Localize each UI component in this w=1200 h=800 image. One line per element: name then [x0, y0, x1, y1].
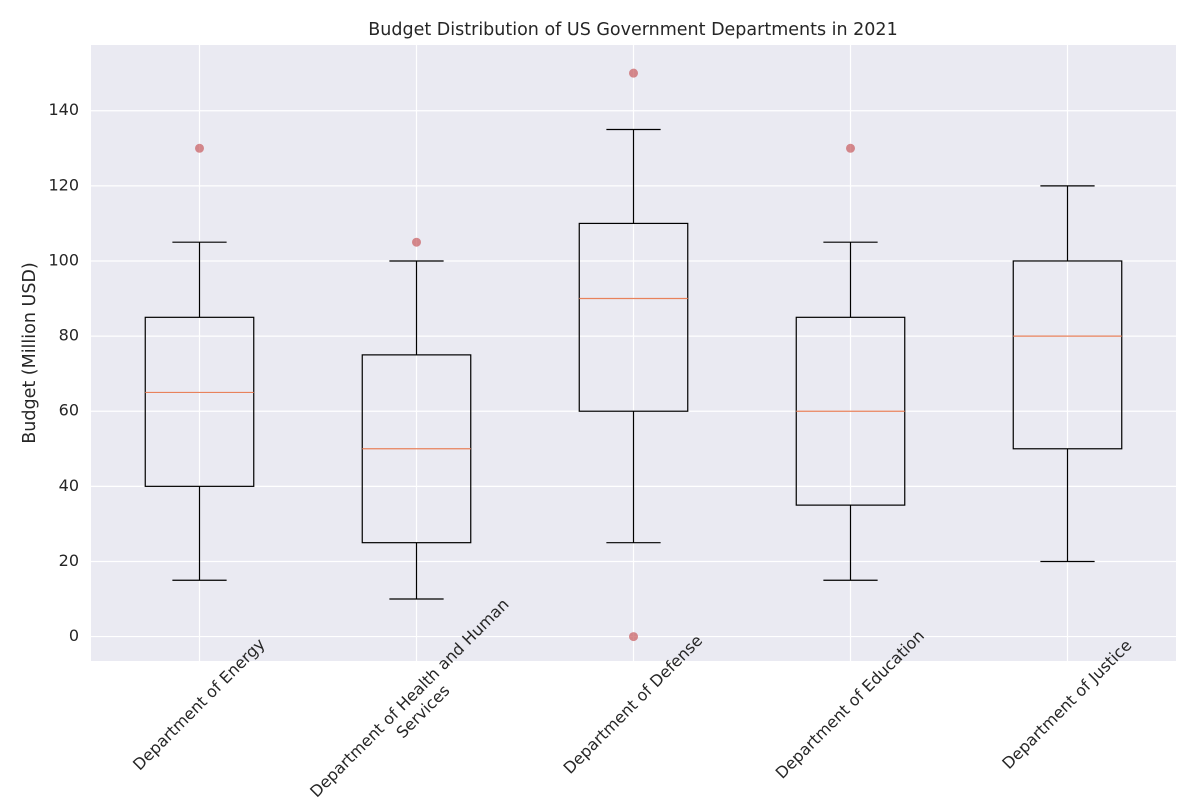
y-tick-label: 120: [48, 175, 79, 194]
box: [1012, 260, 1123, 450]
y-tick-label: 100: [48, 250, 79, 269]
y-tick-label: 80: [59, 326, 79, 345]
y-tick-label: 40: [59, 476, 79, 495]
y-tick-label: 20: [59, 551, 79, 570]
box: [144, 316, 255, 487]
outlier: [629, 632, 638, 642]
outlier: [195, 143, 204, 153]
chart-title: Budget Distribution of US Government Dep…: [368, 20, 897, 40]
outlier: [846, 143, 855, 153]
y-tick-label: 140: [48, 100, 79, 119]
y-tick-label: 0: [69, 626, 79, 645]
outlier: [629, 68, 638, 78]
y-tick-label: 60: [59, 401, 79, 420]
outlier: [412, 237, 421, 247]
box: [578, 222, 689, 412]
y-axis-label: Budget (Million USD): [20, 262, 40, 443]
